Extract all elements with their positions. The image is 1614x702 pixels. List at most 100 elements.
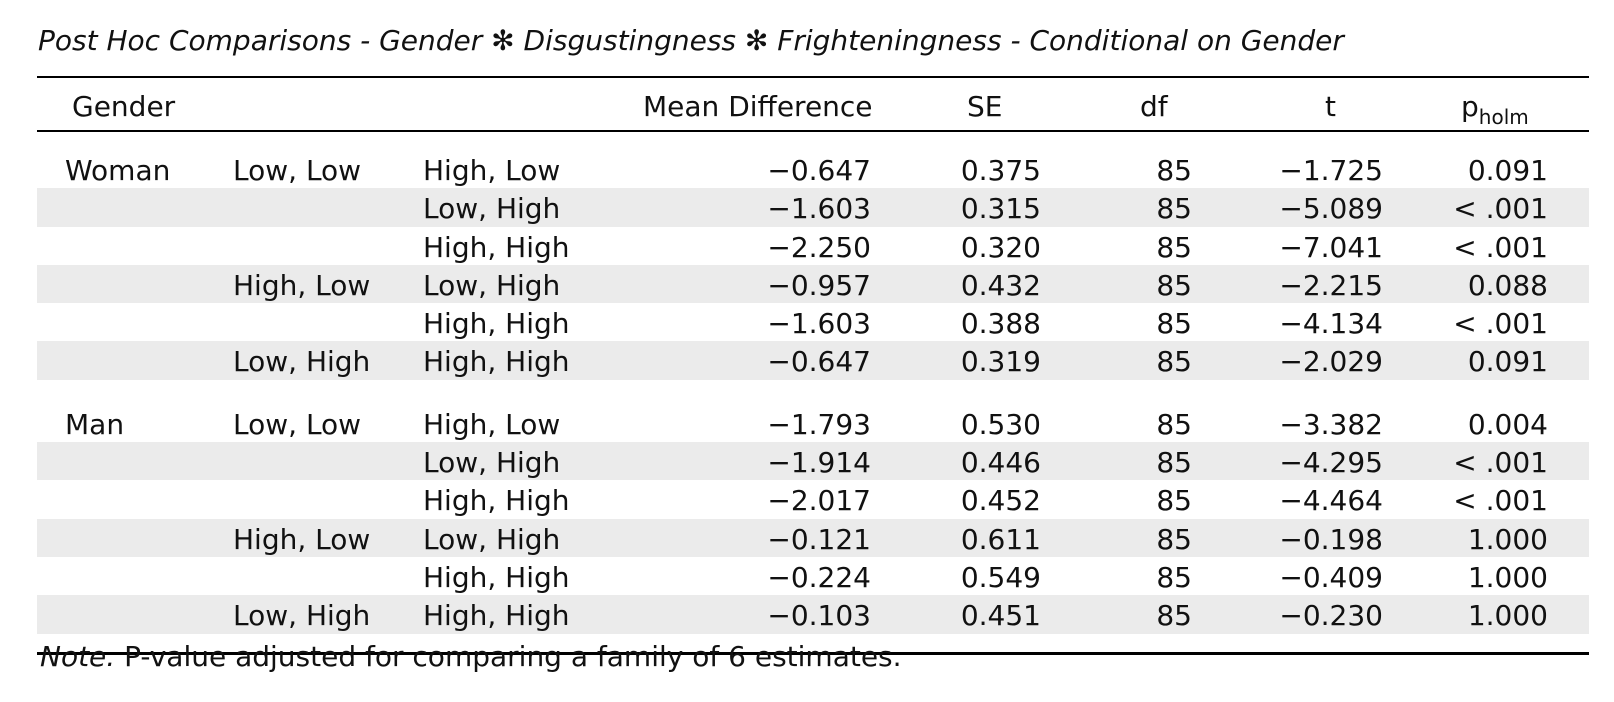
cell-level-2: Low, High: [423, 522, 561, 556]
table-row: High, High −2.017 0.452 85 −4.464 < .001: [37, 480, 1589, 518]
table-body: Woman Low, Low High, Low −0.647 0.375 85 −1.72…: [37, 150, 1589, 634]
header-rule: [37, 130, 1589, 132]
cell-df: 85: [1156, 268, 1192, 302]
cell-p-holm: < .001: [1453, 307, 1548, 341]
cell-se: 0.452: [960, 484, 1041, 518]
top-rule: [37, 76, 1589, 78]
cell-p-holm: 0.004: [1467, 407, 1548, 441]
cell-mean-difference: −1.914: [767, 446, 871, 480]
cell-level-2: High, High: [423, 230, 570, 264]
header-p-sub: holm: [1478, 105, 1529, 129]
table-row: Man Low, Low High, Low −1.793 0.530 85 −3.382 0…: [37, 404, 1589, 442]
cell-se: 0.451: [960, 599, 1041, 633]
cell-level-1: Low, Low: [233, 407, 362, 441]
cell-t: −3.382: [1279, 407, 1383, 441]
cell-se: 0.315: [960, 192, 1041, 226]
cell-se: 0.432: [960, 268, 1041, 302]
cell-level-2: High, High: [423, 484, 570, 518]
cell-df: 85: [1156, 522, 1192, 556]
cell-t: −2.215: [1279, 268, 1383, 302]
cell-se: 0.320: [960, 230, 1041, 264]
table-row: Low, High High, High −0.103 0.451 85 −0.230 1.…: [37, 595, 1589, 634]
header-p-holm: pholm: [1461, 90, 1529, 129]
table-row: Low, High −1.603 0.315 85 −5.089 < .001: [37, 188, 1589, 227]
cell-t: −0.230: [1279, 599, 1383, 633]
cell-se: 0.611: [960, 522, 1041, 556]
cell-level-1: Low, Low: [233, 154, 362, 187]
cell-p-holm: < .001: [1453, 192, 1548, 226]
cell-t: −5.089: [1279, 192, 1383, 226]
cell-level-2: High, High: [423, 345, 570, 379]
cell-p-holm: < .001: [1453, 230, 1548, 264]
cell-mean-difference: −2.250: [767, 230, 871, 264]
cell-level-2: Low, High: [423, 446, 561, 480]
cell-se: 0.549: [960, 560, 1041, 594]
cell-p-holm: 0.088: [1467, 268, 1548, 302]
cell-level-2: Low, High: [423, 268, 561, 302]
cell-level-2: High, High: [423, 560, 570, 594]
cell-p-holm: < .001: [1453, 446, 1548, 480]
cell-mean-difference: −0.121: [767, 522, 871, 556]
table-row: High, High −2.250 0.320 85 −7.041 < .001: [37, 227, 1589, 265]
group-spacer: [37, 380, 1589, 404]
cell-level-2: High, High: [423, 307, 570, 341]
cell-p-holm: 1.000: [1467, 599, 1548, 633]
table-note: Note. P-value adjusted for comparing a f…: [40, 640, 902, 673]
header-df: df: [1140, 90, 1168, 123]
cell-mean-difference: −1.793: [767, 407, 871, 441]
cell-p-holm: 0.091: [1467, 154, 1548, 187]
table-row: High, High −1.603 0.388 85 −4.134 < .001: [37, 303, 1589, 341]
cell-level-2: High, High: [423, 599, 570, 633]
cell-df: 85: [1156, 446, 1192, 480]
cell-df: 85: [1156, 484, 1192, 518]
cell-t: −7.041: [1279, 230, 1383, 264]
cell-p-holm: 1.000: [1467, 522, 1548, 556]
cell-t: −1.725: [1279, 154, 1383, 187]
cell-gender: Woman: [65, 154, 171, 187]
cell-p-holm: 0.091: [1467, 345, 1548, 379]
cell-t: −4.134: [1279, 307, 1383, 341]
header-se: SE: [967, 90, 1003, 123]
cell-mean-difference: −1.603: [767, 307, 871, 341]
cell-level-2: High, Low: [423, 154, 561, 187]
cell-level-1: High, Low: [233, 268, 371, 302]
cell-mean-difference: −0.647: [767, 345, 871, 379]
cell-t: −4.295: [1279, 446, 1383, 480]
cell-df: 85: [1156, 230, 1192, 264]
table-row: Low, High High, High −0.647 0.319 85 −2.029 0.…: [37, 341, 1589, 380]
cell-se: 0.319: [960, 345, 1041, 379]
cell-level-2: High, Low: [423, 407, 561, 441]
cell-level-1: Low, High: [233, 599, 371, 633]
cell-t: −0.409: [1279, 560, 1383, 594]
note-label: Note.: [40, 640, 116, 673]
cell-mean-difference: −0.224: [767, 560, 871, 594]
cell-df: 85: [1156, 345, 1192, 379]
header-p-main: p: [1461, 90, 1479, 123]
cell-df: 85: [1156, 560, 1192, 594]
cell-mean-difference: −0.647: [767, 154, 871, 187]
cell-se: 0.375: [960, 154, 1041, 187]
cell-mean-difference: −0.957: [767, 268, 871, 302]
cell-level-1: Low, High: [233, 345, 371, 379]
table-row: High, Low Low, High −0.121 0.611 85 −0.198 1.0…: [37, 518, 1589, 557]
header-t: t: [1325, 90, 1336, 123]
table-row: High, High −0.224 0.549 85 −0.409 1.000: [37, 557, 1589, 595]
cell-level-2: Low, High: [423, 192, 561, 226]
table-header: Gender Mean Difference SE df t pholm: [37, 90, 1589, 129]
header-gender: Gender: [72, 90, 176, 123]
cell-df: 85: [1156, 407, 1192, 441]
cell-p-holm: < .001: [1453, 484, 1548, 518]
table-row: Woman Low, Low High, Low −0.647 0.375 85 −1.72…: [37, 150, 1589, 188]
cell-mean-difference: −2.017: [767, 484, 871, 518]
cell-df: 85: [1156, 192, 1192, 226]
table-row: Low, High −1.914 0.446 85 −4.295 < .001: [37, 442, 1589, 481]
table-title: Post Hoc Comparisons - Gender ✻ Disgusti…: [38, 24, 1344, 57]
cell-df: 85: [1156, 307, 1192, 341]
cell-df: 85: [1156, 154, 1192, 187]
table-row: High, Low Low, High −0.957 0.432 85 −2.215 0.0…: [37, 264, 1589, 304]
cell-t: −4.464: [1279, 484, 1383, 518]
cell-mean-difference: −1.603: [767, 192, 871, 226]
note-text: P-value adjusted for comparing a family …: [115, 640, 902, 673]
cell-t: −0.198: [1279, 522, 1383, 556]
cell-se: 0.530: [960, 407, 1041, 441]
